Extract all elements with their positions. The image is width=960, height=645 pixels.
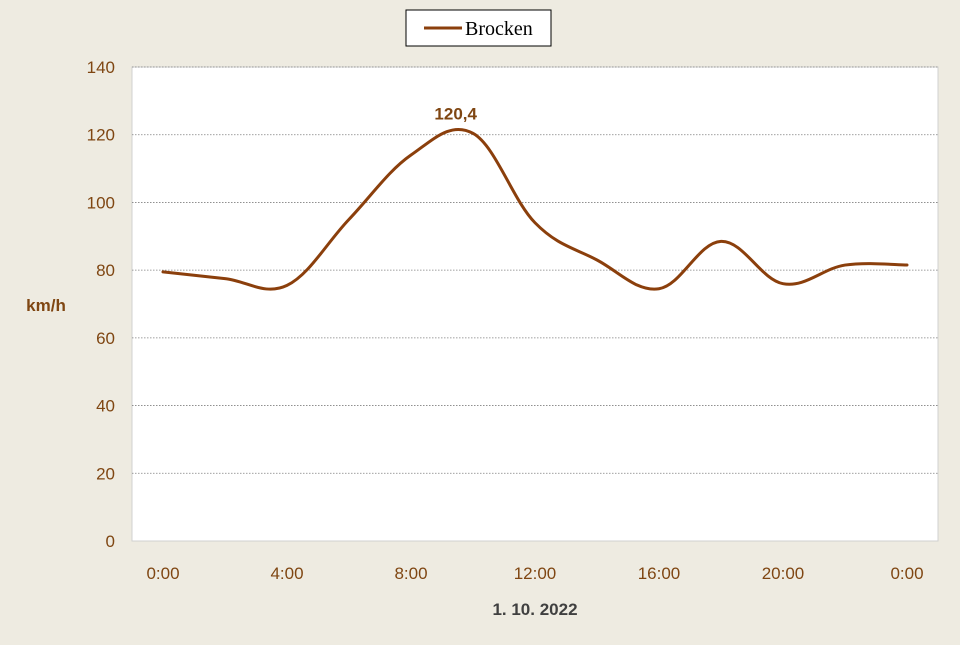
x-tick-labels: 0:00 4:00 8:00 12:00 16:00 20:00 0:00 <box>146 564 923 583</box>
y-tick-label: 100 <box>87 193 115 212</box>
y-tick-label: 60 <box>96 329 115 348</box>
y-axis-label: km/h <box>26 296 66 315</box>
x-tick-label: 12:00 <box>514 564 557 583</box>
y-tick-label: 20 <box>96 464 115 483</box>
legend: Brocken <box>405 9 552 47</box>
x-tick-label: 20:00 <box>762 564 805 583</box>
y-tick-labels: 0 20 40 60 80 100 120 140 <box>87 58 115 551</box>
legend-label-brocken: Brocken <box>465 18 533 40</box>
series-line-brocken <box>161 127 909 291</box>
x-axis-label: 1. 10. 2022 <box>492 600 577 619</box>
series-lines <box>161 127 909 291</box>
x-tick-label: 0:00 <box>890 564 923 583</box>
y-tick-label: 40 <box>96 397 115 416</box>
y-tick-label: 0 <box>106 532 115 551</box>
x-tick-label: 0:00 <box>146 564 179 583</box>
grid-lines <box>132 66 938 474</box>
x-tick-label: 4:00 <box>270 564 303 583</box>
y-tick-label: 120 <box>87 126 115 145</box>
plot-area <box>131 66 939 542</box>
y-tick-label: 80 <box>96 261 115 280</box>
annotations: 120,4 <box>434 104 477 123</box>
x-tick-label: 16:00 <box>638 564 681 583</box>
y-tick-label: 140 <box>87 58 115 77</box>
data-label-peak: 120,4 <box>434 104 477 123</box>
x-tick-label: 8:00 <box>394 564 427 583</box>
